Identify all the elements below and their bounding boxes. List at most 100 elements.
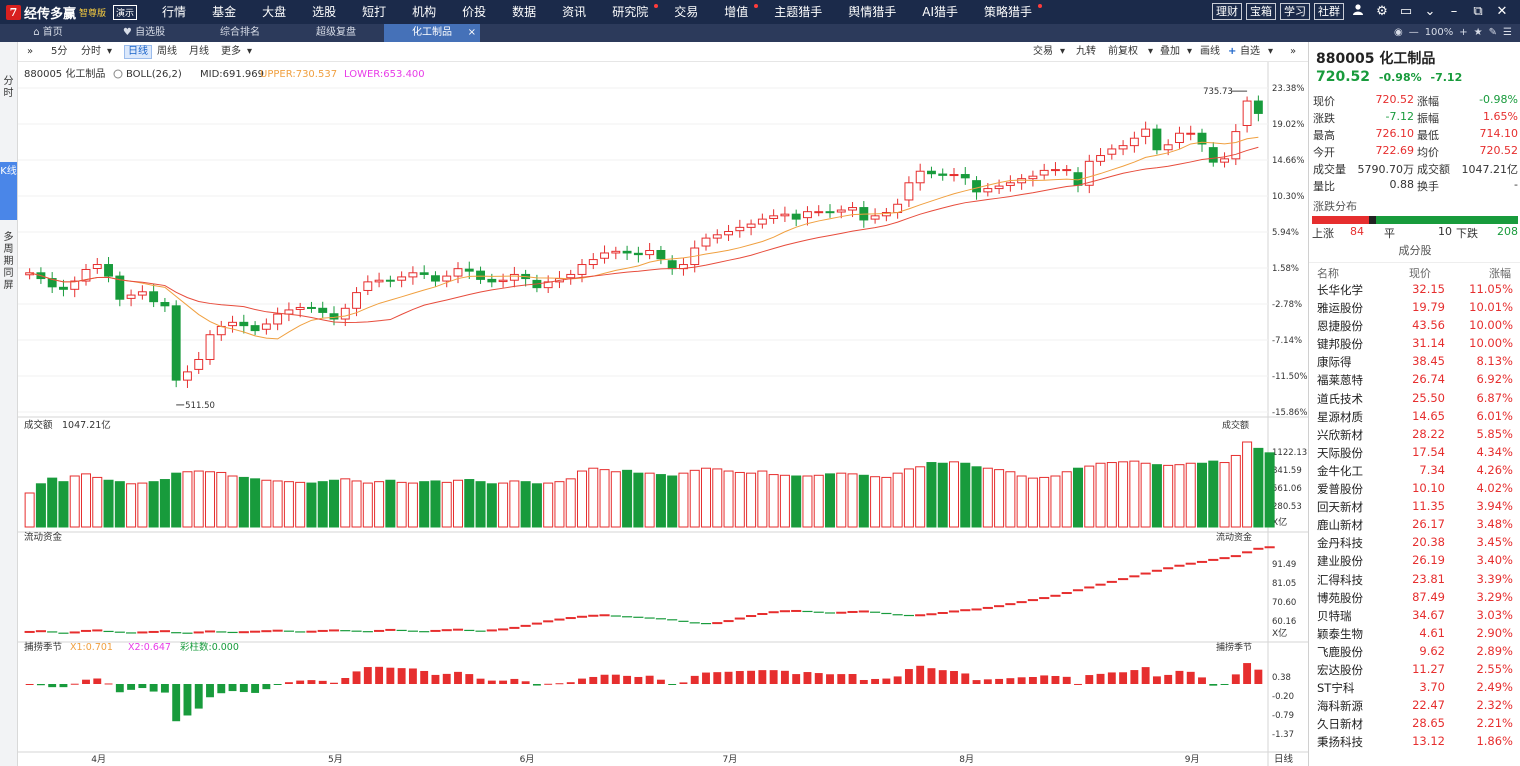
constituent-row[interactable]: 海科新源 22.47 2.32%	[1309, 696, 1520, 714]
constituent-row[interactable]: 秉扬科技 13.12 1.86%	[1309, 732, 1520, 750]
zoom-in-icon[interactable]: +	[1459, 27, 1468, 38]
constituent-row[interactable]: 金牛化工 7.34 4.26%	[1309, 461, 1520, 479]
period-weekly[interactable]: 周线	[157, 46, 177, 57]
constituent-row[interactable]: 宏达股份 11.27 2.55%	[1309, 660, 1520, 678]
menu-item-4[interactable]: 短打	[349, 0, 399, 24]
user-icon[interactable]	[1348, 3, 1368, 20]
col-name[interactable]: 名称	[1317, 267, 1339, 280]
star-icon[interactable]: ★	[1473, 27, 1483, 38]
chevron-down-icon[interactable]: ▾	[107, 46, 113, 57]
gear-icon[interactable]: ⚙	[1376, 4, 1388, 19]
collapse-icon[interactable]: »	[1290, 46, 1297, 57]
tab-home[interactable]: ⌂ 首页	[0, 24, 96, 42]
constituent-row[interactable]: 雅运股份 19.79 10.01%	[1309, 298, 1520, 316]
tab-close-icon[interactable]: ×	[467, 27, 476, 38]
period-daily[interactable]: 日线	[124, 45, 152, 59]
constituent-row[interactable]: 天际股份 17.54 4.34%	[1309, 443, 1520, 461]
top-button-licai[interactable]: 理财	[1212, 3, 1242, 20]
tab-ranking[interactable]: 综合排名	[192, 24, 288, 42]
volume-bar	[204, 471, 216, 528]
tab-chemical[interactable]: 化工制品 ×	[384, 24, 480, 42]
chevron-down-icon[interactable]: ▾	[1060, 46, 1066, 57]
view-tab-kline[interactable]: K线	[0, 162, 17, 220]
toolbar-overlay[interactable]: 叠加	[1160, 46, 1180, 57]
toolbar-adjust[interactable]: 前复权	[1108, 46, 1138, 57]
period-timeshare[interactable]: 分时	[81, 46, 101, 57]
chevron-down-icon[interactable]: ⌄	[1424, 4, 1436, 19]
volume-bar	[768, 474, 779, 528]
expand-icon[interactable]: »	[27, 46, 34, 57]
menu-item-3[interactable]: 选股	[299, 0, 349, 24]
col-change[interactable]: 涨幅	[1489, 267, 1511, 280]
period-label: 日线	[1274, 753, 1294, 765]
menu-item-13[interactable]: 舆情猎手	[835, 0, 909, 24]
constituent-row[interactable]: 长华化学 32.15 11.05%	[1309, 280, 1520, 298]
period-monthly[interactable]: 月线	[189, 46, 209, 57]
constituent-row[interactable]: 键邦股份 31.14 10.00%	[1309, 334, 1520, 352]
menu-item-label: 策略猎手	[984, 5, 1033, 19]
constituent-row[interactable]: 回天新材 11.35 3.94%	[1309, 497, 1520, 515]
kline-chart[interactable]: 880005 化工制品 BOLL(26,2) MID:691.969UPPER:73…	[18, 62, 1308, 766]
menu-item-7[interactable]: 数据	[499, 0, 549, 24]
top-button-baoxiang[interactable]: 宝箱	[1246, 3, 1276, 20]
constituent-row[interactable]: 恩捷股份 43.56 10.00%	[1309, 316, 1520, 334]
tab-watchlist[interactable]: ♥ 自选股	[96, 24, 192, 42]
view-tab-timeshare[interactable]: 分时	[0, 72, 17, 106]
constituent-row[interactable]: ST宁科 3.70 2.49%	[1309, 678, 1520, 696]
menu-item-5[interactable]: 机构	[399, 0, 449, 24]
constituent-row[interactable]: 爱普股份 10.10 4.02%	[1309, 479, 1520, 497]
menu-item-8[interactable]: 资讯	[549, 0, 599, 24]
constituent-row[interactable]: 金丹科技 20.38 3.45%	[1309, 533, 1520, 551]
plus-icon[interactable]: +	[1228, 46, 1237, 57]
constituent-row[interactable]: 博苑股份 87.49 3.29%	[1309, 588, 1520, 606]
constituent-row[interactable]: 星源材质 14.65 6.01%	[1309, 407, 1520, 425]
chevron-down-icon[interactable]: ▾	[247, 46, 253, 57]
list-icon[interactable]: ☰	[1503, 27, 1512, 38]
constituent-row[interactable]: 兴欣新材 28.22 5.85%	[1309, 425, 1520, 443]
toolbar-draw[interactable]: 画线	[1200, 46, 1220, 57]
menu-item-1[interactable]: 基金	[199, 0, 249, 24]
menu-item-2[interactable]: 大盘	[249, 0, 299, 24]
pen-icon[interactable]: ✎	[1488, 27, 1498, 38]
view-tab-multi[interactable]: 多周期同屏	[0, 228, 17, 308]
constituent-row[interactable]: 久日新材 28.65 2.21%	[1309, 714, 1520, 732]
menu-item-15[interactable]: 策略猎手	[971, 0, 1045, 24]
chart-code-name: 880005 化工制品	[24, 67, 105, 80]
tab-review[interactable]: 超级复盘	[288, 24, 384, 42]
menu-item-10[interactable]: 交易	[661, 0, 711, 24]
constituent-row[interactable]: 颖泰生物 4.61 2.90%	[1309, 624, 1520, 642]
top-button-xuexi[interactable]: 学习	[1280, 3, 1310, 20]
window-layout-icon[interactable]: ▭	[1399, 4, 1413, 19]
constituent-row[interactable]: 康际得 38.45 8.13%	[1309, 352, 1520, 370]
constituent-row[interactable]: 道氏技术 25.50 6.87%	[1309, 389, 1520, 407]
toolbar-watch[interactable]: 自选	[1240, 46, 1260, 57]
constituent-row[interactable]: 鹿山新材 26.17 3.48%	[1309, 515, 1520, 533]
menu-item-9[interactable]: 研究院	[599, 0, 661, 24]
menu-item-14[interactable]: AI猎手	[909, 0, 971, 24]
period-5min[interactable]: 5分	[51, 46, 68, 57]
col-price[interactable]: 现价	[1409, 267, 1431, 280]
close-icon[interactable]: ✕	[1496, 4, 1508, 19]
volume-bar	[982, 467, 993, 528]
restore-icon[interactable]: ⧉	[1473, 4, 1483, 19]
constituent-row[interactable]: 福莱蒽特 26.74 6.92%	[1309, 370, 1520, 388]
chevron-down-icon[interactable]: ▾	[1187, 46, 1193, 57]
zoom-out-icon[interactable]: —	[1408, 27, 1419, 38]
stat-value: -	[1514, 178, 1518, 191]
menu-item-11[interactable]: 增值	[711, 0, 761, 24]
constituent-row[interactable]: 汇得科技 23.81 3.39%	[1309, 570, 1520, 588]
chevron-down-icon[interactable]: ▾	[1148, 46, 1154, 57]
minimize-icon[interactable]: –	[1450, 4, 1458, 19]
constituent-row[interactable]: 贝特瑞 34.67 3.03%	[1309, 606, 1520, 624]
chevron-down-icon[interactable]: ▾	[1268, 46, 1274, 57]
menu-item-6[interactable]: 价投	[449, 0, 499, 24]
period-more[interactable]: 更多	[221, 46, 241, 57]
constituent-row[interactable]: 飞鹿股份 9.62 2.89%	[1309, 642, 1520, 660]
menu-item-12[interactable]: 主题猎手	[761, 0, 835, 24]
settings-dot-icon[interactable]: ◉	[1393, 27, 1403, 38]
menu-item-0[interactable]: 行情	[149, 0, 199, 24]
toolbar-trade[interactable]: 交易	[1033, 46, 1053, 57]
toolbar-nine[interactable]: 九转	[1076, 46, 1096, 57]
top-button-shequn[interactable]: 社群	[1314, 3, 1344, 20]
constituent-row[interactable]: 建业股份 26.19 3.40%	[1309, 551, 1520, 569]
